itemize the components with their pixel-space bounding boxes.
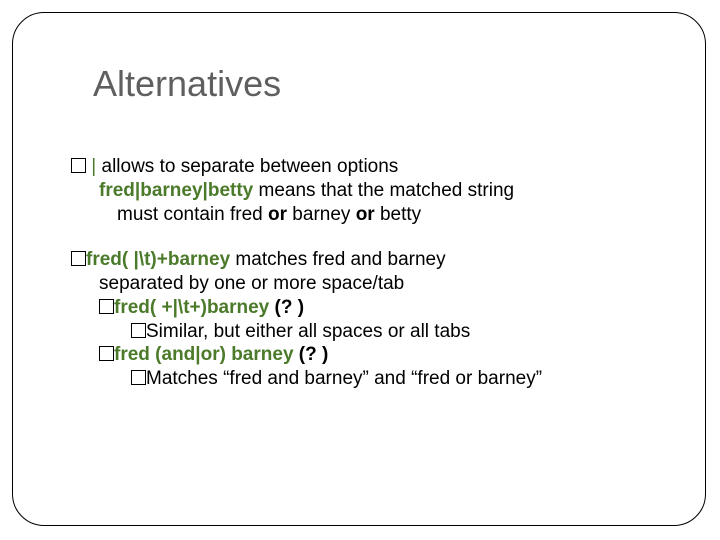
gap-1	[71, 226, 691, 248]
bullet-box-icon	[131, 370, 146, 385]
slide-title: Alternatives	[93, 63, 281, 105]
line-4: fred( |\t)+barney matches fred and barne…	[71, 248, 691, 272]
line-7: Similar, but either all spaces or all ta…	[71, 320, 691, 344]
line-2-text: means that the matched string	[253, 180, 514, 201]
line-3-t3: betty	[375, 204, 421, 225]
code-fred-barney-1: fred( |\t)+barney	[86, 249, 230, 270]
line-3-t2: barney	[287, 204, 356, 225]
line-9: Matches “fred and barney” and “fred or b…	[71, 367, 691, 391]
code-fred-barney-2: fred( +|\t+)barney	[114, 297, 269, 318]
line-8-q: (? )	[294, 344, 329, 365]
line-3-or2: or	[356, 204, 375, 225]
line-2: fred|barney|betty means that the matched…	[71, 179, 691, 203]
line-3-t1: must contain fred	[117, 204, 268, 225]
bullet-box-icon	[99, 346, 114, 361]
slide-body: | allows to separate between options fre…	[71, 155, 691, 391]
line-5: separated by one or more space/tab	[71, 272, 691, 296]
line-5-text: separated by one or more space/tab	[99, 273, 404, 294]
line-4-text: matches fred and barney	[230, 249, 445, 270]
line-9-text: Matches “fred and barney” and “fred or b…	[146, 368, 542, 389]
slide-frame: Alternatives | allows to separate betwee…	[12, 12, 706, 526]
line-3: must contain fred or barney or betty	[71, 203, 691, 227]
bullet-box-icon	[71, 251, 86, 266]
line-3-or1: or	[268, 204, 287, 225]
line-6: fred( +|\t+)barney (? )	[71, 296, 691, 320]
line-1-text: allows to separate between options	[96, 156, 398, 177]
line-8: fred (and|or) barney (? )	[71, 343, 691, 367]
line-7-text: Similar, but either all spaces or all ta…	[146, 321, 470, 342]
bullet-box-icon	[131, 323, 146, 338]
bullet-box-icon	[71, 158, 86, 173]
code-alternation: fred|barney|betty	[99, 180, 253, 201]
line-1: | allows to separate between options	[71, 155, 691, 179]
line-6-q: (? )	[269, 297, 304, 318]
code-fred-andor: fred (and|or) barney	[114, 344, 294, 365]
bullet-box-icon	[99, 299, 114, 314]
